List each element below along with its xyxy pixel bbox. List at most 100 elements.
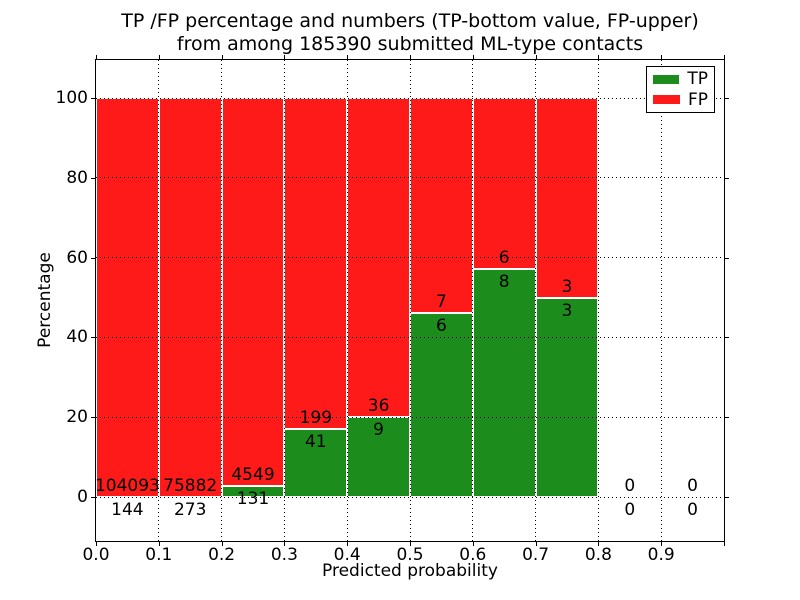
tp-count-label: 0 — [624, 500, 636, 520]
x-tick — [96, 542, 97, 546]
x-tick-top — [724, 55, 725, 59]
x-tick — [284, 542, 286, 546]
fp-swatch-icon — [653, 95, 680, 105]
grid-line-v — [346, 60, 348, 541]
fp-bar — [472, 98, 536, 269]
tp-count-label: 131 — [236, 488, 270, 509]
x-tick — [724, 542, 725, 546]
chart-title-line1: TP /FP percentage and numbers (TP-bottom… — [121, 10, 699, 32]
y-tick-label: 0 — [77, 487, 88, 507]
x-tick — [535, 542, 537, 546]
tp-count-label: 9 — [373, 420, 385, 441]
y-tick-right — [725, 417, 729, 419]
chart-title-line2: from among 185390 submitted ML-type cont… — [176, 33, 644, 55]
x-axis-label: Predicted probability — [322, 561, 498, 581]
x-tick — [347, 542, 349, 546]
x-tick-label: 0.4 — [333, 545, 361, 565]
x-tick-label: 0.1 — [145, 545, 173, 565]
tp-count-label: 144 — [111, 500, 144, 520]
x-tick-label: 0.7 — [522, 545, 550, 565]
y-tick-right — [725, 497, 729, 498]
x-tick — [598, 542, 600, 546]
grid-line-v — [660, 60, 662, 541]
x-tick — [410, 542, 411, 546]
x-tick-top — [535, 55, 537, 59]
fp-count-label: 104093 — [94, 476, 160, 496]
fp-count-label: 4549 — [231, 464, 275, 485]
x-tick-top — [598, 55, 600, 59]
x-tick-top — [472, 55, 474, 59]
y-tick — [91, 98, 95, 99]
y-tick-right — [725, 98, 729, 99]
x-tick-top — [96, 55, 97, 59]
y-tick — [91, 417, 95, 419]
grid-line-v — [283, 60, 285, 541]
fp-bar — [221, 98, 285, 486]
x-tick-label: 0.8 — [584, 545, 612, 565]
x-tick — [158, 542, 160, 546]
legend: TP FP — [646, 66, 715, 113]
grid-line-v — [221, 60, 223, 541]
grid-line-v — [158, 60, 160, 541]
x-tick — [221, 542, 223, 546]
y-tick-label: 60 — [66, 247, 88, 268]
fp-count-label: 3 — [561, 276, 573, 297]
plot-inner: 104093 144 75882 273 4549 131 199 41 36 9 7 6 6 8 3 3 0 0… — [94, 60, 724, 541]
x-tick-top — [284, 55, 286, 59]
y-tick — [91, 177, 95, 179]
tp-bar — [472, 269, 536, 497]
y-tick-label: 20 — [66, 407, 88, 428]
grid-line-v — [597, 60, 599, 541]
tp-count-label: 3 — [561, 300, 573, 321]
y-tick — [91, 337, 95, 339]
plot-area: 104093 144 75882 273 4549 131 199 41 36 9 7 6 6 8 3 3 0 0… — [95, 59, 725, 542]
fp-count-label: 0 — [687, 476, 699, 496]
legend-label-tp: TP — [687, 69, 708, 90]
x-tick-top — [661, 55, 663, 59]
legend-label-fp: FP — [687, 89, 708, 110]
fp-bar — [158, 98, 222, 497]
tp-count-label: 6 — [435, 315, 447, 336]
fp-count-label: 6 — [498, 248, 510, 268]
y-tick-label: 80 — [66, 167, 88, 188]
y-tick-right — [725, 257, 729, 259]
grid-line-v — [409, 60, 411, 541]
x-tick-label: 0.5 — [396, 545, 424, 565]
y-tick — [91, 257, 95, 259]
tp-count-label: 0 — [687, 500, 699, 520]
x-tick-top — [221, 55, 223, 59]
x-tick — [472, 542, 474, 546]
legend-item-tp: TP — [653, 70, 708, 88]
x-tick — [661, 542, 663, 546]
tp-count-label: 8 — [498, 272, 510, 292]
y-tick-right — [725, 177, 729, 179]
x-tick-top — [347, 55, 349, 59]
legend-item-fp: FP — [653, 91, 708, 109]
grid-line-v — [472, 60, 474, 541]
y-tick-label: 100 — [55, 88, 88, 108]
fp-count-label: 0 — [624, 476, 636, 496]
fp-count-label: 36 — [367, 396, 390, 417]
y-tick — [91, 497, 95, 498]
x-tick-label: 0.3 — [270, 545, 298, 565]
fp-bar — [535, 98, 599, 298]
tp-count-label: 273 — [173, 500, 207, 520]
tp-swatch-icon — [653, 74, 680, 84]
tp-bar — [410, 312, 473, 497]
fp-bar — [96, 98, 159, 497]
fp-count-label: 75882 — [163, 476, 218, 496]
tp-bar — [535, 297, 599, 497]
x-tick-top — [158, 55, 160, 59]
y-tick-label: 40 — [66, 327, 88, 348]
fp-bar — [410, 98, 473, 313]
y-tick-right — [725, 337, 729, 339]
x-tick-label: 0.2 — [208, 545, 236, 565]
chart-title: TP /FP percentage and numbers (TP-bottom… — [96, 10, 724, 56]
fp-count-label: 199 — [299, 407, 333, 428]
x-tick-label: 0.0 — [82, 545, 110, 565]
x-tick-label: 0.6 — [459, 545, 487, 565]
fp-count-label: 7 — [435, 291, 447, 312]
tp-count-label: 41 — [304, 431, 327, 452]
grid-line-v — [535, 60, 537, 541]
